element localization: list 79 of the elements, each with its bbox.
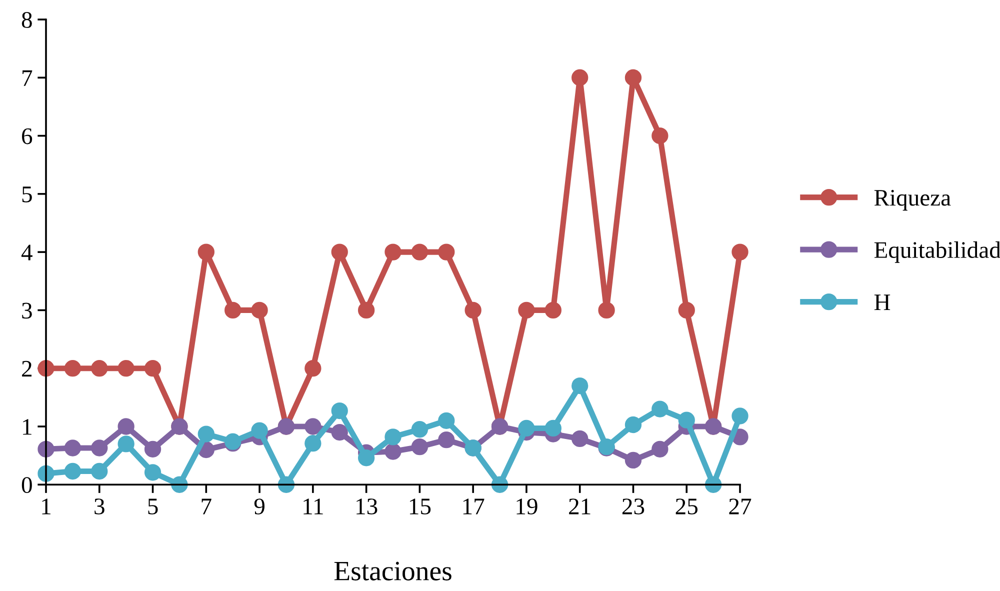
point <box>144 464 162 481</box>
point <box>678 302 695 319</box>
point <box>64 462 82 480</box>
point <box>64 440 82 456</box>
point <box>572 69 588 86</box>
x-tick-label: 9 <box>254 498 264 514</box>
point <box>411 244 428 260</box>
point <box>572 377 588 394</box>
point <box>384 428 402 446</box>
point <box>678 412 695 428</box>
y-tick-label: 4 <box>21 244 32 260</box>
point <box>144 440 162 458</box>
point <box>572 430 588 448</box>
x-tick-label: 7 <box>202 498 212 514</box>
y-tick-label: 7 <box>22 70 32 86</box>
y-tick-label: 5 <box>22 186 32 202</box>
x-tick-label: 25 <box>676 498 698 514</box>
point <box>411 438 428 456</box>
x-tick-label: 21 <box>569 498 590 514</box>
x-tick-label: 13 <box>356 498 378 514</box>
point <box>304 360 322 377</box>
point <box>224 302 242 319</box>
point <box>652 440 668 458</box>
point <box>624 69 642 86</box>
point <box>331 244 348 260</box>
point <box>198 426 214 442</box>
y-tick-label: 2 <box>22 360 32 377</box>
point <box>358 450 375 466</box>
y-tick-label: 3 <box>22 302 32 319</box>
point <box>518 302 535 319</box>
point <box>544 420 562 437</box>
point <box>652 400 668 418</box>
x-axis-title: Estaciones <box>334 562 452 580</box>
y-tick-label: 8 <box>22 12 32 28</box>
x-tick-label: 15 <box>410 498 431 514</box>
y-tick-label: 1 <box>23 419 32 435</box>
point <box>91 462 108 480</box>
x-tick-label: 1 <box>42 498 50 514</box>
point <box>118 360 134 377</box>
x-tick-label: 5 <box>148 498 158 514</box>
point <box>624 452 642 469</box>
legend-label: Riqueza <box>874 190 951 211</box>
x-tick-label: 3 <box>94 498 104 514</box>
point <box>358 302 375 319</box>
point <box>544 302 562 319</box>
point <box>251 422 268 439</box>
point <box>732 244 748 260</box>
point <box>732 408 748 424</box>
point <box>518 420 535 437</box>
y-tick-label: 0 <box>22 477 32 494</box>
point <box>118 436 134 452</box>
y-tick-label: 6 <box>22 128 32 144</box>
point <box>598 302 615 319</box>
point <box>91 440 108 456</box>
point <box>198 244 214 260</box>
point <box>304 435 322 452</box>
point <box>91 360 108 377</box>
x-tick-label: 23 <box>622 498 644 514</box>
point <box>438 432 455 448</box>
point <box>438 412 455 429</box>
point <box>411 421 428 438</box>
point <box>384 244 402 260</box>
point <box>331 402 348 420</box>
x-tick-label: 17 <box>463 498 484 514</box>
point <box>144 360 162 377</box>
point <box>438 244 455 260</box>
point <box>384 443 402 460</box>
point <box>304 418 322 435</box>
point <box>251 302 268 319</box>
x-tick-label: 27 <box>729 498 752 514</box>
legend-label: H <box>874 294 890 310</box>
point <box>331 424 348 441</box>
point <box>118 418 134 435</box>
point <box>464 302 482 319</box>
x-tick-label: 11 <box>304 498 323 514</box>
x-tick-label: 19 <box>516 498 538 514</box>
point <box>652 127 668 144</box>
point <box>64 360 82 377</box>
point <box>624 416 642 434</box>
